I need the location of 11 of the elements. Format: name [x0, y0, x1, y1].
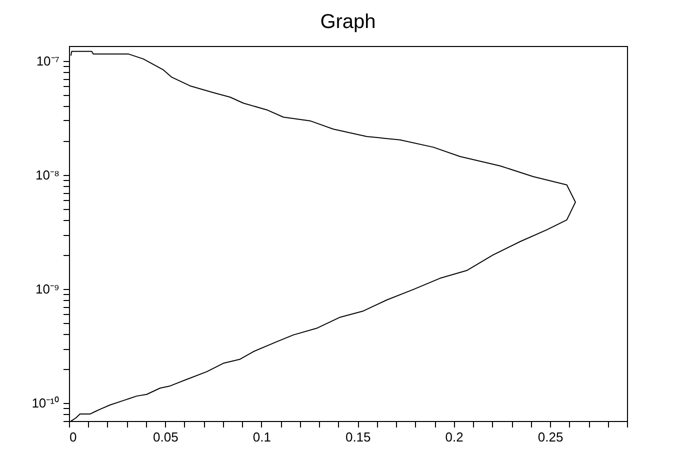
y-tick-label: 10⁻¹⁰: [32, 395, 60, 410]
x-tick-label: 0.1: [252, 430, 271, 444]
x-tick-label: 0: [70, 430, 77, 444]
y-tick-label: 10⁻⁷: [36, 53, 60, 68]
x-tick-label: 0.15: [345, 430, 371, 444]
x-tick-label: 0.25: [538, 430, 564, 444]
x-tick-label: 0.05: [153, 430, 178, 444]
chart-title: Graph: [320, 11, 376, 33]
y-tick-label: 10⁻⁸: [36, 167, 60, 182]
x-tick-label: 0.2: [445, 430, 464, 444]
y-tick-label: 10⁻⁹: [35, 281, 60, 296]
